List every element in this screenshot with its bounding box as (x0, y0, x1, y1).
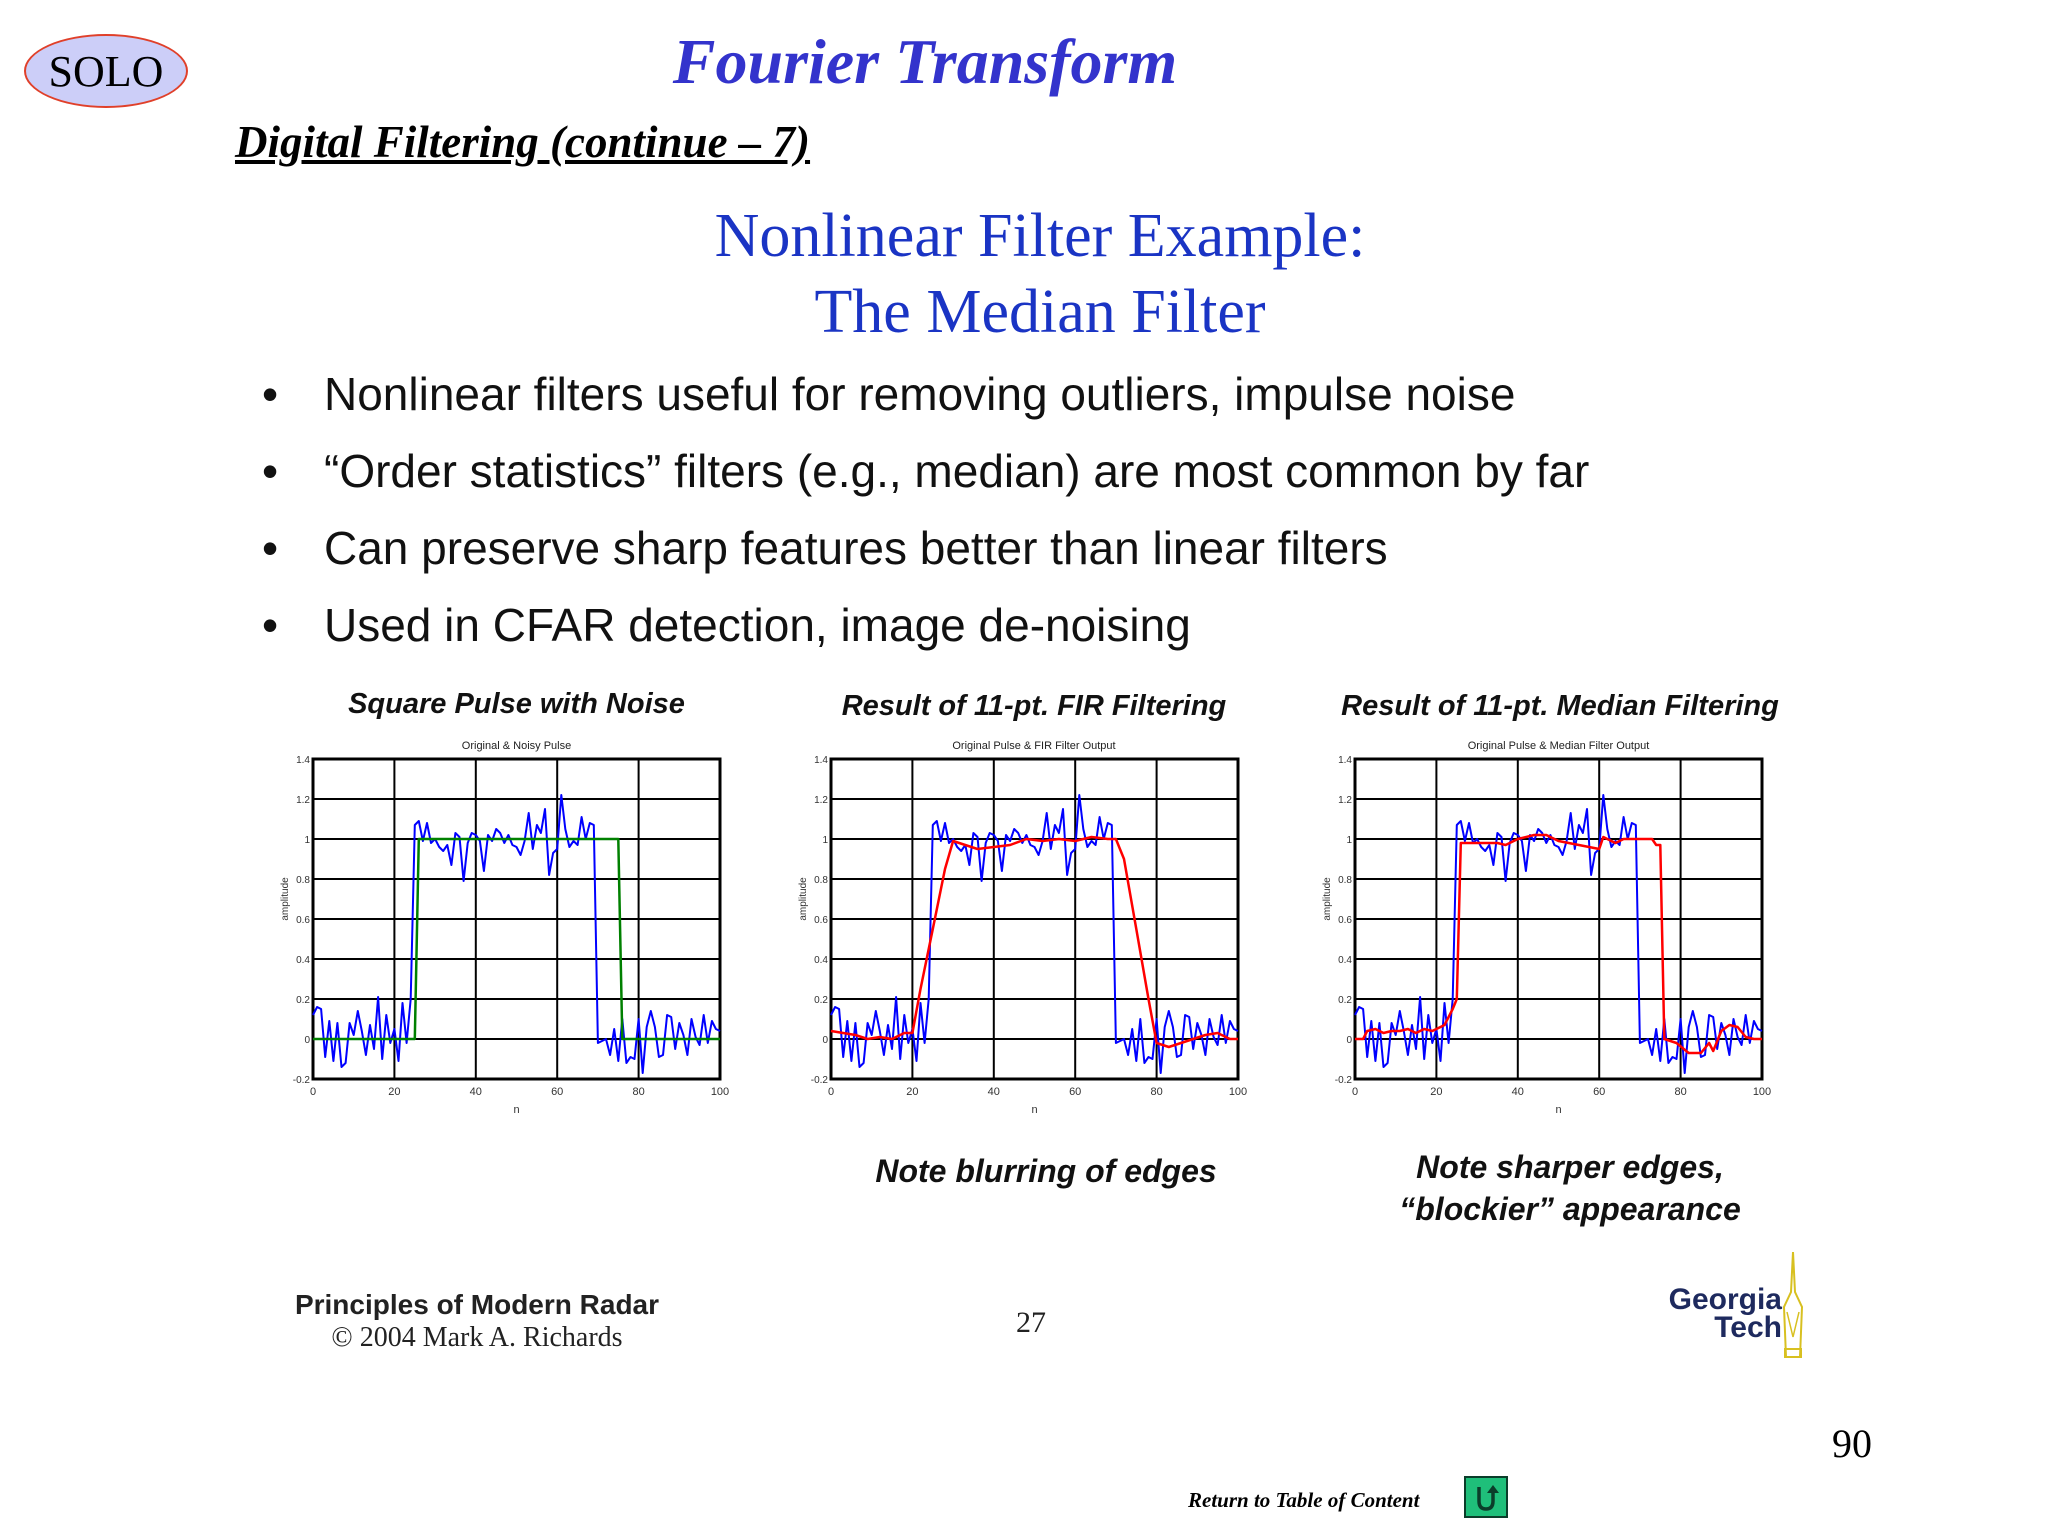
note-median: Note sharper edges, “blockier” appearanc… (1399, 1149, 1741, 1227)
svg-text:100: 100 (1753, 1086, 1771, 1098)
svg-text:-0.2: -0.2 (1335, 1075, 1353, 1086)
svg-text:amplitude: amplitude (798, 877, 809, 921)
plot-subtitle-median: Original Pulse & Median Filter Output (1467, 740, 1650, 752)
page-title: Fourier Transform (672, 26, 1178, 97)
svg-text:0.6: 0.6 (814, 915, 828, 926)
svg-text:-0.2: -0.2 (811, 1075, 829, 1086)
bullet-item: • Can preserve sharp features better than… (262, 516, 1589, 593)
svg-text:n: n (513, 1104, 519, 1116)
svg-text:1.4: 1.4 (814, 755, 828, 766)
svg-text:20: 20 (906, 1086, 918, 1098)
svg-text:1.4: 1.4 (296, 755, 310, 766)
svg-text:0.6: 0.6 (296, 915, 310, 926)
svg-text:0.2: 0.2 (814, 995, 828, 1006)
svg-text:20: 20 (388, 1086, 400, 1098)
page-number: 90 (1832, 1421, 1872, 1466)
svg-text:n: n (1555, 1104, 1561, 1116)
slide-title: Nonlinear Filter Example: The Median Fil… (500, 198, 1580, 350)
chart-fir-filter: 0 20 40 60 80 100-0.200.20.40.60.811.21.4namp… (798, 755, 1247, 1116)
svg-text:1.2: 1.2 (1338, 795, 1352, 806)
section-subtitle: Digital Filtering (continue – 7) (235, 117, 811, 167)
svg-text:60: 60 (1069, 1086, 1081, 1098)
svg-text:0.4: 0.4 (1338, 955, 1352, 966)
svg-text:0.2: 0.2 (1338, 995, 1352, 1006)
svg-text:1.4: 1.4 (1338, 755, 1352, 766)
svg-text:0: 0 (1346, 1035, 1352, 1046)
bullet-item: • “Order statistics” filters (e.g., media… (262, 439, 1589, 516)
tower-icon (1782, 1252, 1804, 1358)
svg-text:0.6: 0.6 (1338, 915, 1352, 926)
svg-text:0: 0 (1352, 1086, 1358, 1098)
svg-text:0: 0 (304, 1035, 310, 1046)
slide-title-line1: Nonlinear Filter Example: (714, 202, 1366, 270)
plot-heading-median: Result of 11-pt. Median Filtering (1341, 690, 1779, 722)
slide-number: 27 (1016, 1306, 1046, 1339)
bullet-dot-icon: • (262, 368, 279, 420)
svg-text:0.2: 0.2 (296, 995, 310, 1006)
bullet-list: • Nonlinear filters useful for removing o… (262, 362, 1589, 670)
book-title: Principles of Modern Radar (294, 1289, 660, 1320)
svg-text:amplitude: amplitude (1322, 877, 1333, 921)
svg-text:-0.2: -0.2 (293, 1075, 311, 1086)
svg-text:60: 60 (1593, 1086, 1605, 1098)
svg-text:1.2: 1.2 (296, 795, 310, 806)
plot-heading-fir: Result of 11-pt. FIR Filtering (841, 690, 1227, 722)
u-turn-arrow-icon (1477, 1485, 1499, 1511)
plot-heading-noisy: Square Pulse with Noise (348, 688, 685, 720)
svg-text:0.4: 0.4 (296, 955, 310, 966)
svg-text:80: 80 (632, 1086, 644, 1098)
svg-text:20: 20 (1430, 1086, 1442, 1098)
svg-text:80: 80 (1150, 1086, 1162, 1098)
bullet-item: • Used in CFAR detection, image de-noisin… (262, 593, 1589, 670)
bullet-dot-icon: • (262, 445, 279, 497)
toc-link[interactable]: Return to Table of Content (1188, 1488, 1420, 1512)
chart-median-filter: 0 20 40 60 80 100-0.200.20.40.60.811.21.4namp… (1322, 755, 1771, 1116)
svg-text:100: 100 (1229, 1086, 1247, 1098)
svg-text:40: 40 (988, 1086, 1000, 1098)
svg-text:0.8: 0.8 (1338, 875, 1352, 886)
note-fir: Note blurring of edges (875, 1153, 1217, 1189)
svg-text:0: 0 (822, 1035, 828, 1046)
solo-logo-text: SOLO (48, 46, 164, 96)
svg-text:0.8: 0.8 (296, 875, 310, 886)
svg-text:100: 100 (711, 1086, 729, 1098)
plot-subtitle-fir: Original Pulse & FIR Filter Output (952, 740, 1116, 752)
slide-title-line2: The Median Filter (814, 278, 1266, 346)
bullet-dot-icon: • (262, 522, 279, 574)
copyright: © 2004 Mark A. Richards (331, 1322, 623, 1353)
svg-text:40: 40 (470, 1086, 482, 1098)
svg-text:n: n (1031, 1104, 1037, 1116)
bullet-item: • Nonlinear filters useful for removing o… (262, 362, 1589, 439)
svg-text:40: 40 (1512, 1086, 1524, 1098)
svg-text:1: 1 (822, 835, 828, 846)
svg-text:0.4: 0.4 (814, 955, 828, 966)
return-toc-button[interactable] (1464, 1476, 1508, 1518)
svg-text:0: 0 (310, 1086, 316, 1098)
solo-logo: SOLO (24, 34, 188, 108)
slide-footer-credit: Principles of Modern Radar © 2004 Mark A… (272, 1288, 682, 1354)
svg-text:amplitude: amplitude (280, 877, 291, 921)
georgia-tech-logo: Georgia Tech (1634, 1252, 1834, 1362)
svg-text:0.8: 0.8 (814, 875, 828, 886)
svg-text:1: 1 (304, 835, 310, 846)
svg-text:1.2: 1.2 (814, 795, 828, 806)
chart-noisy-pulse: 0 20 40 60 80 100-0.200.20.40.60.811.21.4namp… (280, 755, 729, 1116)
svg-text:80: 80 (1674, 1086, 1686, 1098)
bullet-dot-icon: • (262, 599, 279, 651)
svg-text:0: 0 (828, 1086, 834, 1098)
plot-subtitle-noisy: Original & Noisy Pulse (461, 740, 572, 752)
svg-text:1: 1 (1346, 835, 1352, 846)
svg-text:60: 60 (551, 1086, 563, 1098)
